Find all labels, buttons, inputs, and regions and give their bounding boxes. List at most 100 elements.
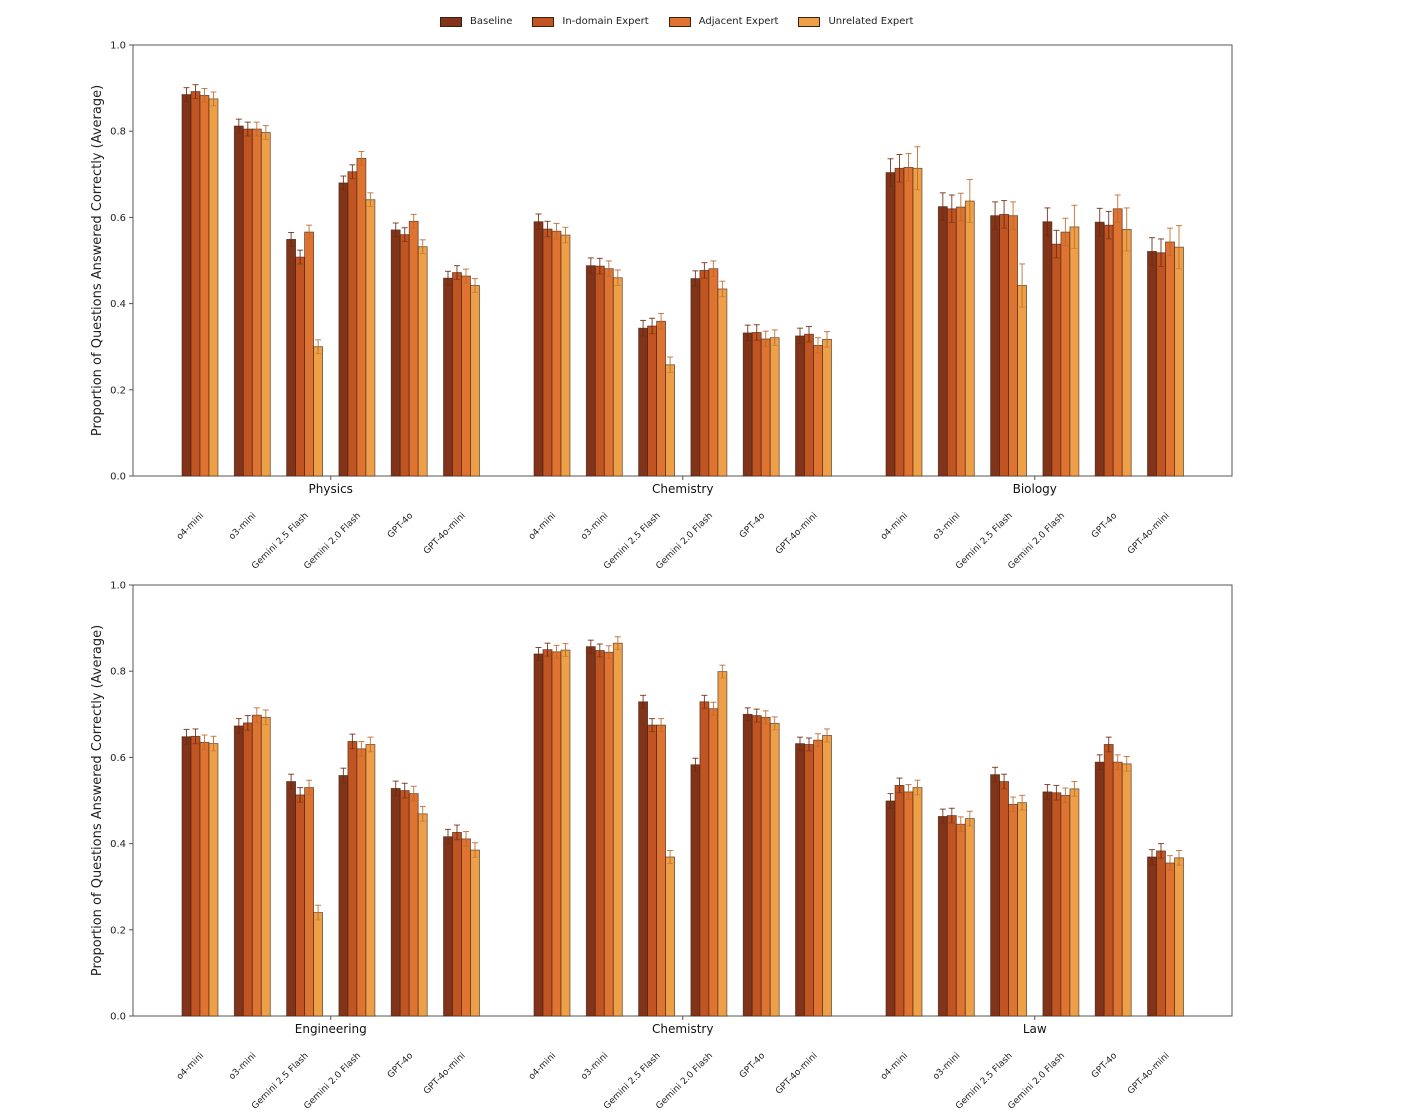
bar bbox=[585, 265, 596, 477]
model-label: o3-mini bbox=[227, 1051, 258, 1082]
bar bbox=[181, 736, 192, 1017]
legend-swatch bbox=[668, 16, 691, 27]
bar bbox=[894, 167, 905, 477]
bar bbox=[399, 790, 410, 1017]
bar bbox=[717, 288, 728, 477]
y-tick-label: 0.6 bbox=[110, 213, 126, 224]
legend-label: Unrelated Expert bbox=[828, 16, 914, 27]
chart-panel-1: 0.0 0.2 0.4 0.6 0.8 1.0 Proportion of Question… bbox=[90, 41, 1233, 572]
model-label: o4-mini bbox=[175, 1051, 206, 1082]
subject-label: Chemistry bbox=[652, 482, 713, 496]
bar bbox=[286, 238, 297, 477]
legend-swatch bbox=[532, 16, 555, 27]
bar bbox=[417, 246, 428, 477]
bar bbox=[190, 735, 201, 1017]
bar bbox=[1069, 226, 1080, 477]
bar bbox=[1147, 856, 1157, 1017]
bar bbox=[356, 157, 367, 477]
bar bbox=[365, 744, 376, 1017]
legend-item: Adjacent Expert bbox=[668, 16, 778, 27]
bar bbox=[885, 172, 896, 477]
legend-label: Baseline bbox=[470, 16, 513, 27]
subject-label: Biology bbox=[1013, 482, 1057, 496]
bar bbox=[304, 231, 315, 477]
bar bbox=[452, 831, 462, 1017]
bar bbox=[1094, 221, 1105, 477]
bar bbox=[742, 332, 753, 477]
bar bbox=[751, 332, 762, 477]
bar bbox=[1121, 763, 1132, 1017]
bar bbox=[365, 199, 376, 477]
model-label: GPT-4o bbox=[1090, 511, 1120, 541]
model-label: o3-mini bbox=[931, 1051, 962, 1082]
bar bbox=[708, 708, 719, 1017]
legend-swatch bbox=[798, 16, 821, 27]
bar bbox=[533, 221, 544, 477]
model-label: Gemini 2.5 Flash bbox=[602, 511, 663, 572]
model-label: Gemini 2.5 Flash bbox=[954, 511, 1015, 572]
y-tick-label: 0.8 bbox=[110, 667, 126, 678]
bar bbox=[260, 716, 271, 1017]
bar bbox=[760, 338, 771, 477]
bar bbox=[795, 335, 805, 477]
y-tick-label: 0.6 bbox=[110, 753, 126, 764]
bar bbox=[647, 325, 657, 477]
bar bbox=[443, 277, 453, 477]
bar bbox=[313, 912, 324, 1017]
bar bbox=[304, 787, 315, 1017]
bar bbox=[656, 724, 666, 1017]
bar bbox=[1094, 761, 1105, 1017]
bar bbox=[1069, 788, 1080, 1017]
bar bbox=[443, 836, 453, 1017]
bar bbox=[937, 816, 948, 1017]
bar bbox=[542, 228, 553, 477]
bar bbox=[742, 713, 753, 1017]
bar bbox=[408, 220, 419, 477]
bar bbox=[699, 701, 710, 1017]
model-label: GPT-4o-mini bbox=[1126, 511, 1172, 557]
bar bbox=[1060, 794, 1071, 1017]
legend-label: In-domain Expert bbox=[562, 16, 649, 27]
bar bbox=[356, 748, 367, 1017]
y-tick-label: 0.0 bbox=[110, 472, 126, 483]
bar bbox=[1017, 802, 1027, 1017]
bar bbox=[804, 744, 814, 1017]
bar bbox=[769, 337, 780, 477]
bar bbox=[1156, 850, 1166, 1017]
model-label: GPT-4o-mini bbox=[1126, 1051, 1172, 1097]
bar bbox=[1165, 241, 1175, 477]
bar bbox=[990, 774, 1000, 1017]
bar bbox=[1147, 251, 1157, 477]
bar bbox=[647, 724, 657, 1017]
bar bbox=[964, 200, 975, 477]
model-label: GPT-4o bbox=[386, 1051, 416, 1081]
bar bbox=[560, 234, 571, 477]
bar bbox=[1051, 792, 1062, 1017]
model-label: o3-mini bbox=[579, 1051, 610, 1082]
model-label: GPT-4o-mini bbox=[422, 511, 468, 557]
bar bbox=[769, 722, 780, 1017]
bar bbox=[964, 818, 975, 1017]
bar bbox=[585, 646, 596, 1017]
y-tick-label: 0.4 bbox=[110, 299, 126, 310]
y-tick-label: 0.4 bbox=[110, 839, 126, 850]
bar bbox=[1174, 857, 1184, 1017]
legend-item: Unrelated Expert bbox=[798, 16, 913, 27]
bar bbox=[338, 182, 349, 477]
bar bbox=[813, 739, 823, 1017]
bar bbox=[251, 128, 262, 477]
bar bbox=[452, 272, 462, 477]
bar bbox=[594, 650, 605, 1017]
model-label: GPT-4o bbox=[738, 511, 768, 541]
bar bbox=[1112, 761, 1123, 1017]
bar bbox=[1042, 221, 1053, 477]
bar bbox=[542, 649, 553, 1017]
model-label: o4-mini bbox=[879, 511, 910, 542]
bar bbox=[560, 649, 571, 1017]
bar bbox=[347, 171, 358, 477]
bar bbox=[656, 320, 666, 477]
